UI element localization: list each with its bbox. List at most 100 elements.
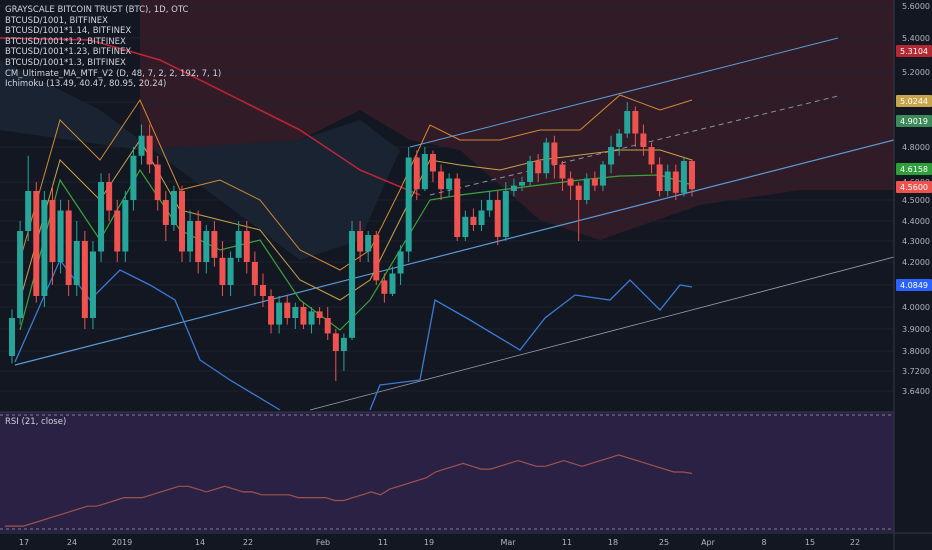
- candle-body: [446, 178, 453, 190]
- candle-body: [656, 164, 663, 191]
- x-tick-label: 2019: [112, 538, 132, 547]
- x-tick-label: Mar: [500, 538, 516, 547]
- candle-body: [502, 191, 509, 237]
- y-tick-label: 4.3000: [902, 237, 930, 246]
- x-tick-label: 18: [608, 538, 618, 547]
- candle-body: [591, 178, 598, 186]
- candle-body: [373, 235, 380, 281]
- y-tick-label: 3.6400: [902, 387, 930, 396]
- candle-body: [235, 231, 242, 258]
- candle-body: [478, 210, 485, 225]
- candle-body: [672, 171, 679, 193]
- candle-body: [81, 241, 88, 318]
- candle-body: [624, 111, 631, 134]
- y-tick-label: 4.2000: [902, 258, 930, 267]
- candle-body: [276, 302, 283, 325]
- price-badge: [896, 279, 932, 291]
- candle-body: [340, 337, 347, 351]
- legend-line[interactable]: BTCUSD/1001*1.14, BITFINEX: [5, 26, 132, 37]
- candle-body: [689, 161, 695, 190]
- legend-title[interactable]: GRAYSCALE BITCOIN TRUST (BTC), 1D, OTC: [5, 5, 189, 15]
- candle-body: [122, 200, 129, 252]
- y-tick-label: 4.5000: [902, 196, 930, 205]
- candle-body: [608, 147, 615, 165]
- candle-body: [284, 302, 291, 318]
- price-badge-label: 4.5600: [900, 183, 928, 192]
- candle-body: [583, 178, 590, 200]
- candles: [9, 102, 695, 381]
- axis-bg: [894, 0, 932, 550]
- x-tick-label: 22: [850, 538, 860, 547]
- candle-body: [680, 161, 687, 193]
- candle-body: [251, 262, 258, 285]
- y-tick-label: 3.9000: [902, 325, 930, 334]
- rsi-label[interactable]: RSI (21, close): [5, 417, 67, 427]
- price-badge: [896, 45, 932, 57]
- candle-body: [535, 161, 542, 174]
- candle-body: [559, 164, 566, 179]
- candle-body: [98, 182, 105, 252]
- candle-body: [486, 200, 493, 211]
- x-tick-label: 19: [424, 538, 434, 547]
- candle-body: [640, 133, 647, 147]
- x-tick-label: 24: [67, 538, 77, 547]
- candle-body: [179, 191, 185, 252]
- y-tick-label: 4.0000: [902, 303, 930, 312]
- legend-line[interactable]: BTCUSD/1001*1.23, BITFINEX: [5, 47, 132, 58]
- candle-body: [49, 200, 56, 262]
- candle-body: [259, 285, 266, 296]
- candle-body: [405, 157, 412, 252]
- candle-body: [349, 231, 355, 338]
- candle-body: [9, 318, 15, 356]
- candle-body: [357, 231, 364, 252]
- x-tick-label: Apr: [701, 538, 716, 547]
- x-tick-label: 17: [19, 538, 29, 547]
- price-badge-label: 5.3104: [900, 47, 928, 56]
- candle-body: [429, 154, 436, 172]
- y-tick-label: 3.8000: [902, 347, 930, 356]
- price-axis: 5.60005.40005.20005.00004.80004.60004.50…: [893, 0, 932, 550]
- candle-body: [510, 185, 517, 191]
- candle-body: [454, 178, 461, 237]
- price-badge: [896, 181, 932, 193]
- candle-body: [381, 280, 388, 294]
- legend-line[interactable]: BTCUSD/1001, BITFINEX: [5, 15, 109, 26]
- candle-body: [195, 221, 202, 262]
- price-badge-label: 4.6158: [900, 165, 928, 174]
- candle-body: [421, 154, 428, 190]
- legend-line[interactable]: BTCUSD/1001*1.3, BITFINEX: [5, 57, 126, 68]
- candle-body: [130, 155, 137, 200]
- candle-body: [25, 191, 32, 231]
- x-tick-label: 11: [378, 538, 388, 547]
- ma-red-line: [0, 37, 421, 196]
- candle-body: [527, 161, 534, 182]
- y-tick-label: 3.7200: [902, 367, 930, 376]
- y-tick-label: 4.4000: [902, 217, 930, 226]
- x-tick-label: 8: [761, 538, 766, 547]
- candle-body: [154, 164, 161, 200]
- legend-line[interactable]: Ichimoku (13.49, 40.47, 80.95, 20.24): [5, 79, 167, 90]
- upper-channel-line: [409, 37, 839, 148]
- legend-line[interactable]: CM_Ultimate_MA_MTF_V2 (D, 48, 7, 2, 2, 1…: [5, 68, 222, 79]
- candle-body: [146, 135, 153, 165]
- x-tick-label: 22: [243, 538, 253, 547]
- candle-body: [575, 185, 582, 200]
- time-axis: 17 24 2019 14 22 Feb 11 19 Mar 11 18 25 Apr 8 15 22: [0, 532, 932, 547]
- legend-line[interactable]: BTCUSD/1001*1.2, BITFINEX: [5, 36, 126, 47]
- x-tick-label: 15: [805, 538, 815, 547]
- candle-body: [551, 142, 558, 165]
- candle-body: [648, 147, 655, 165]
- price-badge-label: 4.0849: [900, 281, 928, 290]
- x-tick-label: 11: [562, 538, 572, 547]
- rsi-panel: 70.000060.000050.000040.000030.0000: [0, 411, 932, 534]
- candle-body: [187, 221, 194, 252]
- candle-body: [413, 157, 420, 190]
- candle-body: [632, 111, 639, 134]
- support-line: [309, 256, 895, 411]
- rsi-line: [5, 454, 693, 527]
- candle-body: [162, 200, 169, 225]
- candle-body: [219, 257, 226, 285]
- candle-body: [494, 200, 501, 237]
- lower-trendline: [14, 139, 895, 366]
